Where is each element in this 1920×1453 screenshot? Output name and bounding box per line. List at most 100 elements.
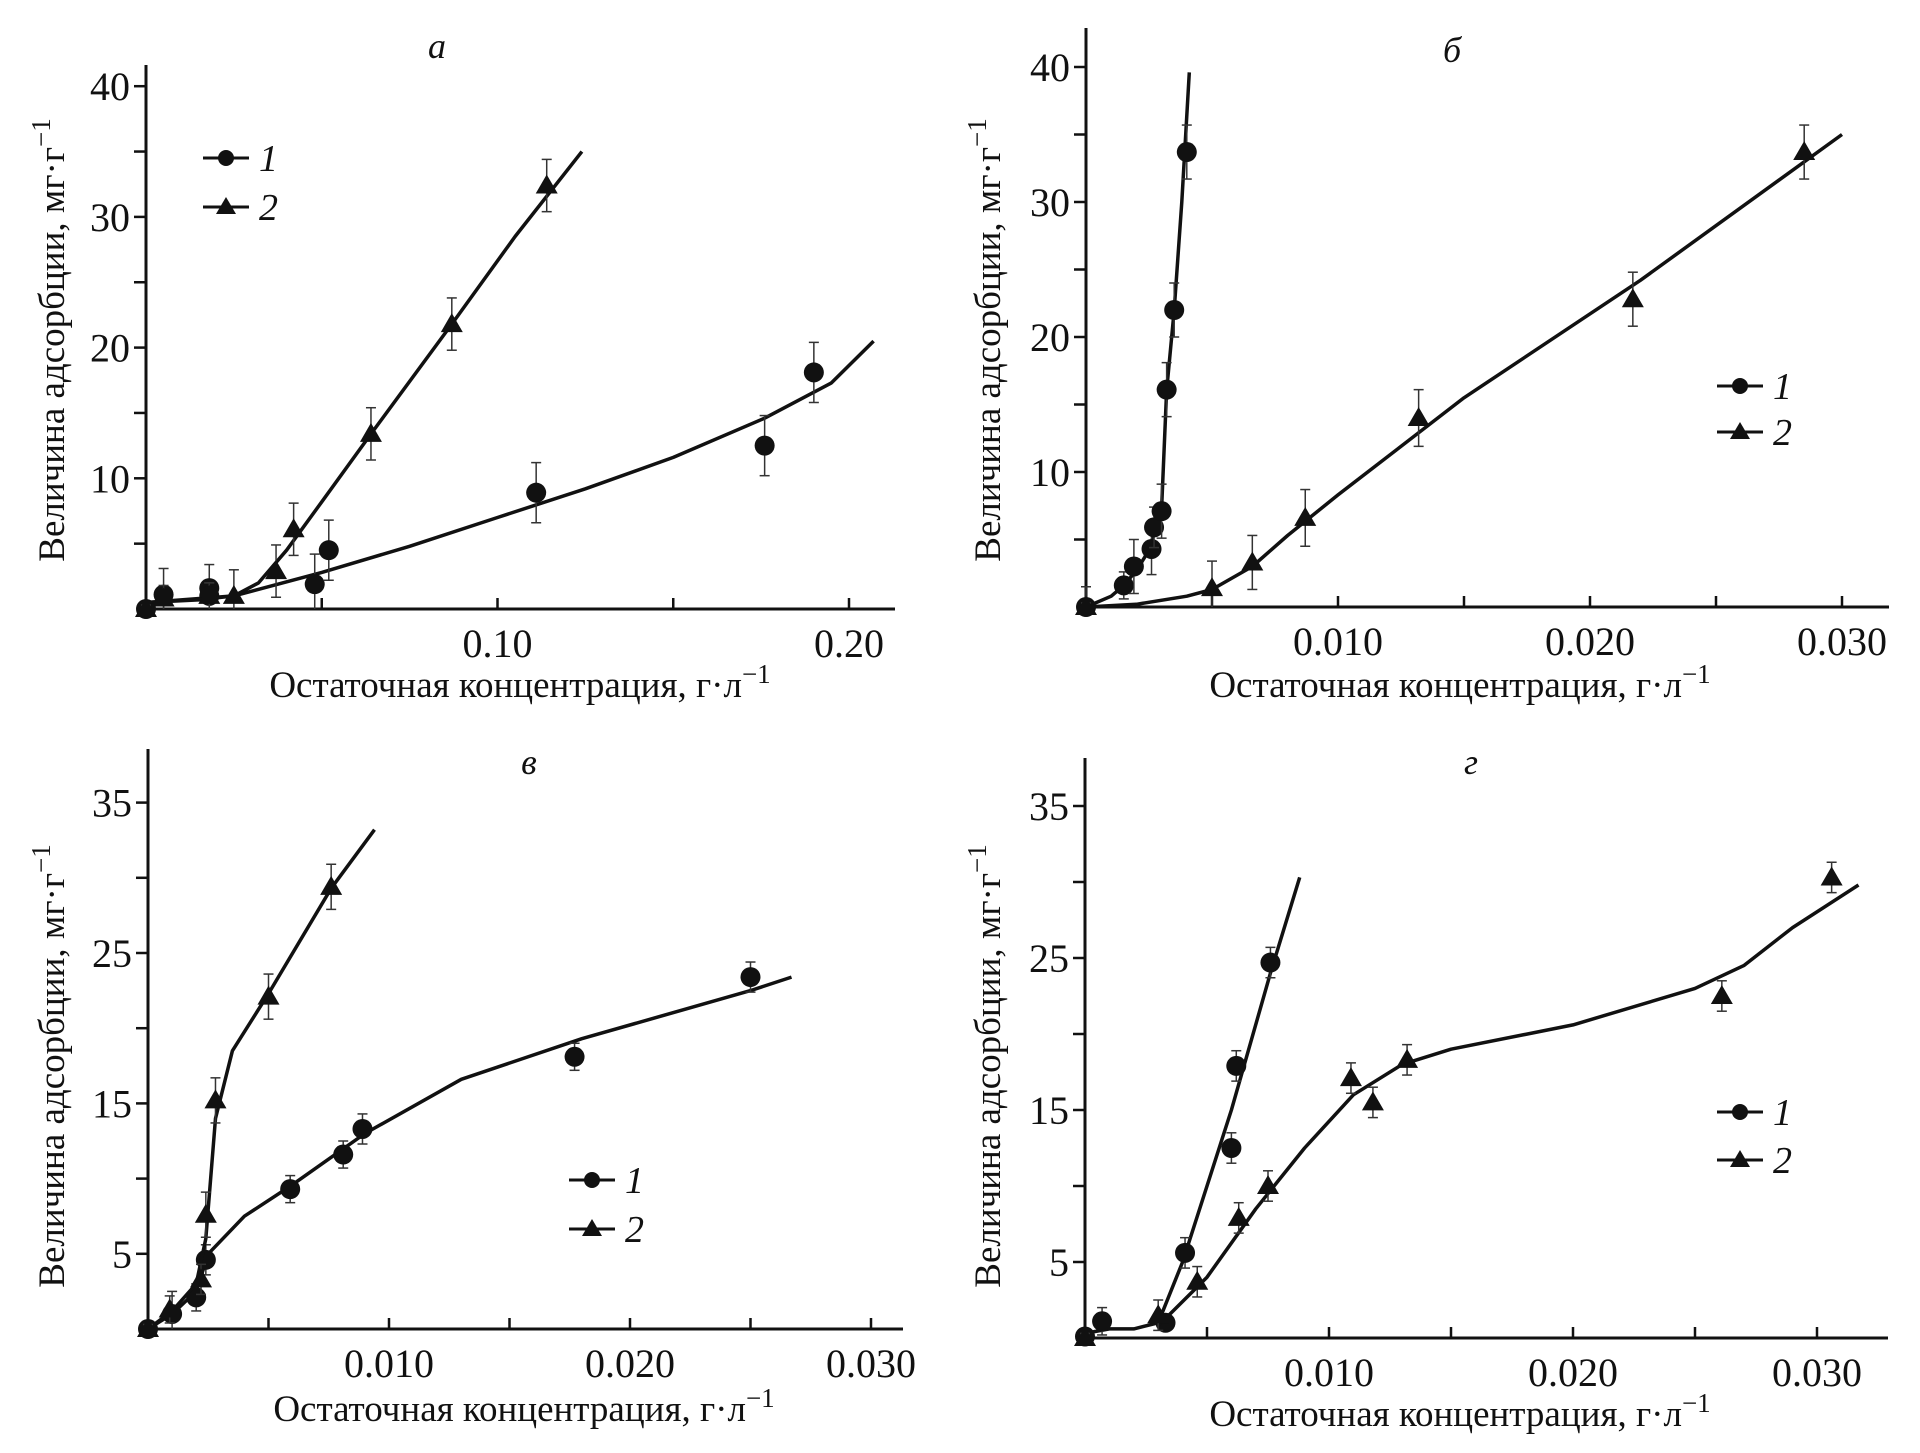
chart-panel-2: 0.010 0.020 0.030 10 20 30 40 б Остаточная конце… [962,28,1889,706]
series-1: 1 [136,138,875,619]
y-tick-label: 20 [1030,315,1070,360]
y-axis-title: Величина адсорбции, мг·г−1 [962,118,1009,561]
series-2: 2 [135,150,584,617]
y-axis-title-superscript: −1 [26,118,56,147]
data-point-triangle [1257,1175,1279,1194]
data-point-triangle [1075,596,1097,615]
x-tick-label: 0.030 [826,1341,916,1386]
legend-label: 1 [1773,1092,1792,1134]
data-point-triangle [198,584,221,604]
data-point-circle [1144,517,1165,538]
y-tick-label: 5 [112,1232,132,1277]
data-point-circle [1175,1242,1196,1263]
data-point-triangle [1793,141,1816,161]
data-point-triangle [1294,506,1317,526]
x-tick-label: 0.20 [814,621,884,666]
data-point-triangle [222,584,245,604]
fit-curve-2 [146,828,376,1331]
data-point-triangle [152,587,175,607]
data-point-triangle [535,174,558,194]
data-point-triangle [265,560,288,580]
data-point-triangle [1820,866,1843,886]
series-2: 2 [137,828,644,1337]
data-point-circle [1092,1311,1113,1332]
panel-label: г [1464,742,1478,782]
data-point-circle [352,1118,373,1139]
data-point-triangle [282,518,305,538]
data-point-circle [564,1046,585,1067]
y-tick-label: 40 [1030,45,1070,90]
x-tick-label: 0.010 [1284,1350,1374,1395]
x-axis-title-superscript: −1 [1682,659,1711,689]
legend-label: 2 [259,187,278,229]
y-axis-title: Величина адсорбции, мг·г−1 [26,844,73,1287]
chart-panel-1: 0.10 0.20 10 20 30 40 а Остаточная концентрация… [26,26,895,706]
data-point-triangle [359,422,382,442]
y-tick-label: 25 [1029,936,1069,981]
data-point-triangle [257,985,280,1005]
data-point-circle [318,540,339,561]
y-tick-label: 25 [92,931,132,976]
legend-marker-circle [1732,1104,1748,1120]
data-point-triangle [1361,1091,1384,1111]
x-tick-label: 0.020 [1545,619,1635,664]
y-axis-title: Величина адсорбции, мг·г−1 [962,844,1009,1287]
y-tick-label: 15 [1029,1088,1069,1133]
data-point-triangle [440,313,463,333]
legend-marker-circle [218,150,234,166]
data-point-triangle [137,1318,159,1337]
legend-label: 1 [625,1160,644,1202]
y-tick-label: 35 [1029,784,1069,829]
data-point-triangle [194,1203,217,1223]
x-axis-title: Остаточная концентрация, г·л−1 [1209,659,1710,706]
data-point-triangle [190,1268,213,1288]
legend-label: 2 [1773,412,1792,454]
data-point-circle [1226,1055,1247,1076]
fit-curve-2 [1156,883,1860,1328]
legend-label: 1 [259,138,278,180]
y-tick-label: 20 [90,326,130,371]
data-point-triangle [1241,551,1264,571]
data-point-triangle [1710,985,1733,1004]
series-1: 1 [138,961,793,1339]
series-1: 1 [1076,72,1792,617]
y-tick-label: 40 [90,64,130,109]
data-point-triangle [1407,407,1430,426]
data-point-circle [304,574,325,595]
series-2: 2 [1075,124,1844,615]
data-point-circle [333,1144,354,1165]
data-point-circle [1123,556,1144,577]
y-tick-label: 10 [1030,450,1070,495]
data-point-triangle [1396,1048,1419,1068]
x-axis-title-superscript: −1 [1682,1388,1711,1418]
data-point-circle [1260,952,1281,973]
x-tick-label: 0.030 [1797,619,1887,664]
data-point-triangle [1201,577,1223,597]
fit-curve-2 [145,150,584,605]
data-point-circle [1113,575,1134,596]
y-axis-title-superscript: −1 [962,844,992,873]
x-tick-label: 0.10 [463,621,533,666]
data-point-triangle [1621,288,1644,308]
legend-marker-triangle [1730,422,1750,439]
fit-curve-1 [1085,72,1192,609]
data-point-circle [1151,501,1172,522]
x-axis-title-superscript: −1 [742,659,771,689]
data-point-triangle [1186,1270,1209,1290]
fit-curve-2 [1085,133,1844,609]
x-tick-label: 0.010 [1293,619,1383,664]
data-point-triangle [204,1089,227,1109]
data-point-circle [280,1179,301,1200]
x-axis-title-superscript: −1 [746,1383,775,1413]
data-point-triangle [158,1298,181,1318]
y-tick-label: 5 [1049,1240,1069,1285]
legend-marker-circle [1732,378,1748,394]
data-point-circle [803,362,824,383]
data-point-circle [1221,1138,1242,1158]
x-tick-label: 0.030 [1772,1350,1862,1395]
x-tick-label: 0.010 [344,1341,434,1386]
data-point-circle [1141,538,1162,559]
y-tick-label: 30 [90,195,130,240]
panel-label: в [521,742,537,782]
